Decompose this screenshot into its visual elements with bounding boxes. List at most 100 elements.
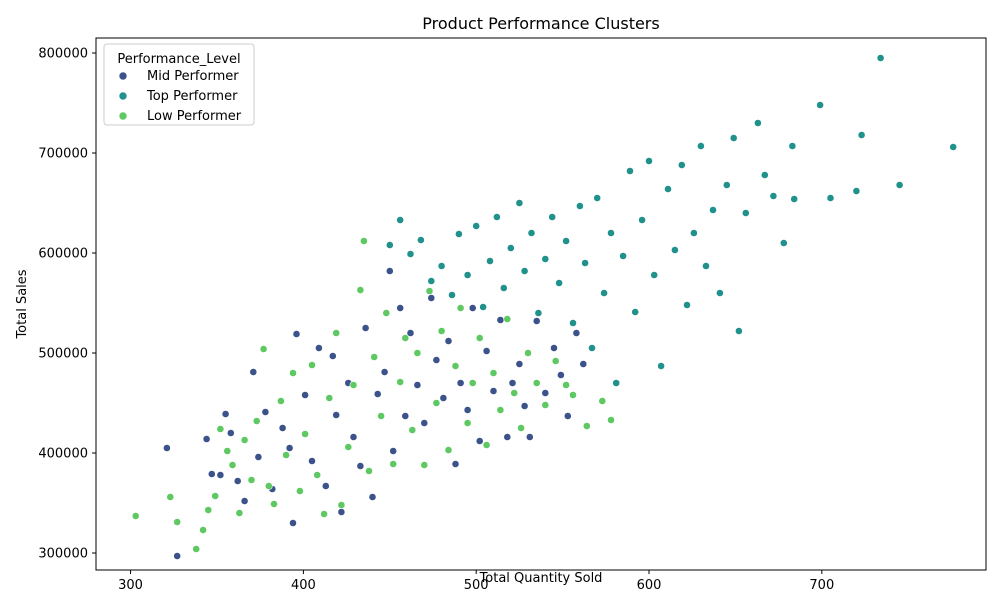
point-1-48 <box>729 134 738 142</box>
point-2-51 <box>482 441 491 449</box>
point-1-21 <box>555 279 563 287</box>
y-tick-label: 300000 <box>38 547 88 562</box>
point-1-54 <box>779 239 788 247</box>
point-2-42 <box>425 287 434 295</box>
point-0-43 <box>456 379 465 387</box>
point-0-14 <box>285 444 294 452</box>
point-0-49 <box>496 316 505 324</box>
point-1-15 <box>515 199 524 207</box>
point-0-47 <box>482 347 491 355</box>
x-axis-label: Total Quantity Sold <box>479 571 603 586</box>
point-1-34 <box>638 216 646 224</box>
point-2-30 <box>356 286 365 294</box>
point-0-25 <box>349 433 358 441</box>
legend-marker <box>118 91 128 101</box>
point-0-13 <box>278 424 287 432</box>
point-2-43 <box>432 399 441 407</box>
point-2-6 <box>211 492 220 500</box>
point-2-14 <box>259 345 268 353</box>
point-0-36 <box>413 381 422 389</box>
point-0-37 <box>420 419 429 427</box>
point-0-44 <box>463 406 472 414</box>
point-2-29 <box>349 381 358 389</box>
point-1-35 <box>645 157 653 165</box>
point-2-36 <box>389 460 398 468</box>
point-0-46 <box>475 437 484 445</box>
point-0-20 <box>321 482 330 490</box>
point-2-19 <box>289 369 297 377</box>
point-1-25 <box>581 259 589 267</box>
point-2-25 <box>325 394 334 402</box>
point-2-38 <box>401 334 410 342</box>
point-1-17 <box>527 229 536 237</box>
point-0-23 <box>337 508 346 516</box>
point-2-41 <box>420 461 429 469</box>
point-2-31 <box>359 237 368 245</box>
point-0-54 <box>525 433 534 441</box>
y-axis-label: Total Sales <box>15 269 30 339</box>
point-2-34 <box>377 412 385 420</box>
point-2-9 <box>228 461 237 469</box>
legend-marker <box>118 71 128 81</box>
point-1-11 <box>486 257 494 265</box>
point-0-19 <box>314 344 323 352</box>
point-1-6 <box>448 291 456 299</box>
point-1-2 <box>406 250 415 258</box>
point-0-9 <box>249 368 258 376</box>
point-2-23 <box>313 471 322 479</box>
point-2-1 <box>166 493 175 501</box>
point-1-38 <box>664 185 672 193</box>
point-2-4 <box>199 526 207 534</box>
x-tick-label: 700 <box>809 578 834 593</box>
point-0-4 <box>216 471 225 479</box>
point-0-52 <box>515 360 524 368</box>
point-2-39 <box>408 426 417 434</box>
legend-box <box>103 43 255 126</box>
point-1-57 <box>816 101 824 109</box>
point-1-12 <box>492 213 501 221</box>
point-2-16 <box>270 500 278 508</box>
point-1-1 <box>396 216 405 224</box>
point-0-61 <box>579 360 588 368</box>
point-1-60 <box>857 131 866 139</box>
x-axis-ticks: 300 400 500 600 700 <box>118 570 834 593</box>
point-0-1 <box>173 552 182 560</box>
point-0-28 <box>368 493 377 501</box>
point-2-64 <box>598 397 607 405</box>
point-1-46 <box>716 289 724 297</box>
point-2-24 <box>320 510 328 518</box>
point-1-40 <box>677 161 686 169</box>
point-2-5 <box>204 506 213 514</box>
point-1-56 <box>790 195 799 203</box>
point-1-63 <box>949 143 958 151</box>
point-2-3 <box>192 545 201 553</box>
point-2-28 <box>344 443 353 451</box>
point-1-47 <box>722 181 731 189</box>
point-0-59 <box>563 412 572 420</box>
point-1-59 <box>852 187 861 195</box>
point-1-52 <box>760 171 769 179</box>
point-0-29 <box>373 390 382 398</box>
point-1-53 <box>769 192 778 200</box>
point-1-28 <box>600 289 608 297</box>
point-0-15 <box>289 519 297 527</box>
point-1-24 <box>576 202 584 210</box>
data-points <box>131 54 958 560</box>
point-0-53 <box>520 402 529 410</box>
x-tick-label: 600 <box>637 578 662 593</box>
point-1-61 <box>876 54 885 62</box>
point-1-41 <box>683 301 691 309</box>
point-2-26 <box>332 329 341 337</box>
point-2-13 <box>252 417 261 425</box>
point-2-52 <box>489 369 498 377</box>
point-2-11 <box>240 436 249 444</box>
point-1-23 <box>569 319 577 327</box>
y-tick-label: 600000 <box>38 247 88 262</box>
point-1-39 <box>671 246 679 254</box>
point-0-51 <box>508 379 517 387</box>
point-0-3 <box>207 470 216 478</box>
point-2-7 <box>216 425 225 433</box>
point-2-32 <box>365 467 373 475</box>
point-1-50 <box>741 209 750 217</box>
point-0-7 <box>233 477 242 485</box>
